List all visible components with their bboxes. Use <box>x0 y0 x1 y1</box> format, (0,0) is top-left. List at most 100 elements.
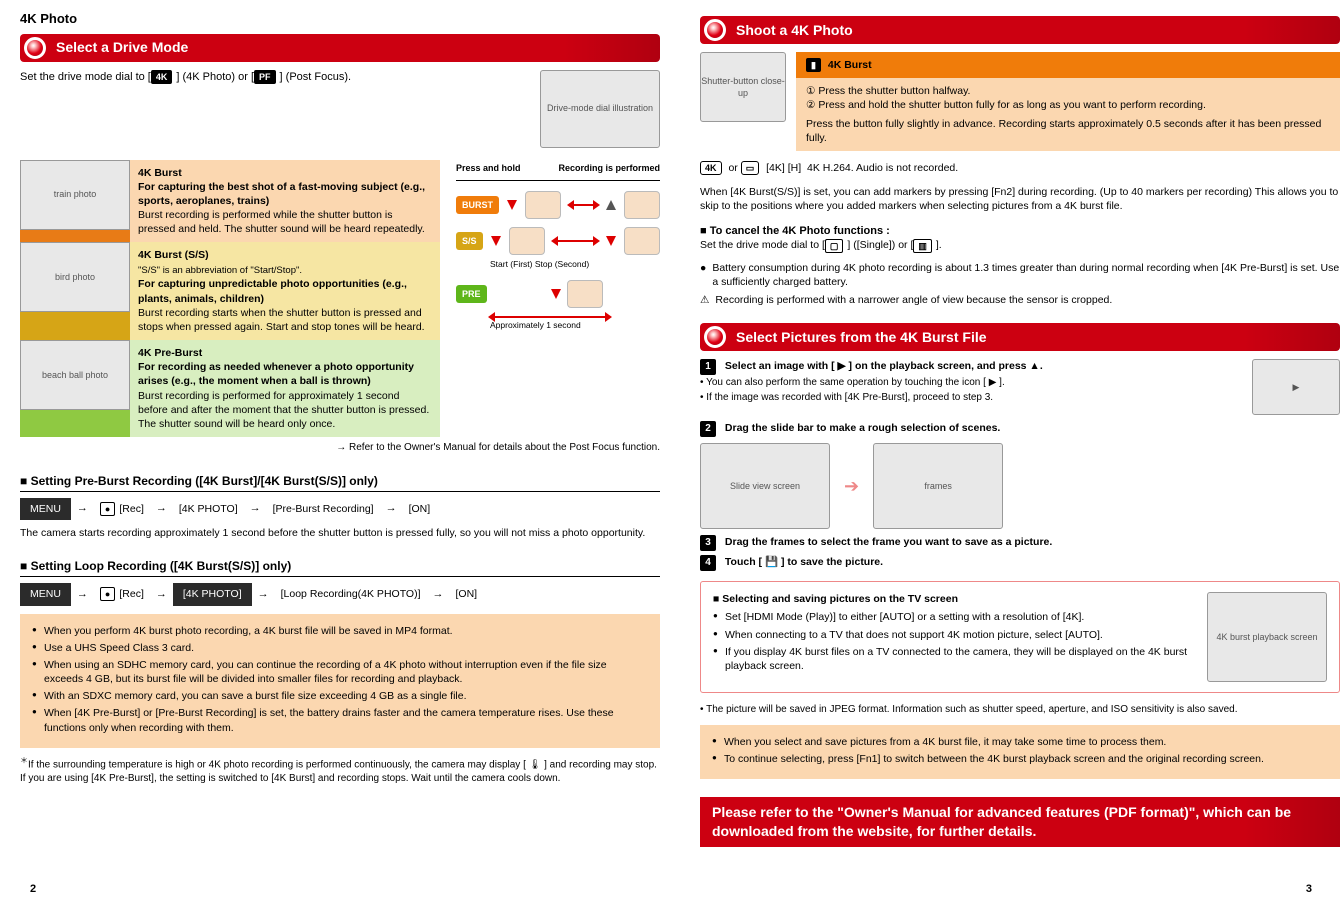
diagram-axis-right: Recording is performed <box>558 162 660 174</box>
burst-detail: Burst recording is performed while the s… <box>138 209 425 235</box>
note-item: When you perform 4K burst photo recordin… <box>32 624 648 638</box>
burst-chip-icon: ▮ <box>806 58 821 72</box>
burst-sample-image: train photo <box>20 160 130 230</box>
menu-on-label: [ON] <box>450 583 484 605</box>
chevron-right-icon: → <box>433 583 444 605</box>
select-step-2: 2 Drag the slide bar to make a rough sel… <box>700 421 1340 437</box>
select-step-1: 1 Select an image with [ ▶ ] on the play… <box>700 359 1240 404</box>
select-notes: When you select and save pictures from a… <box>700 725 1340 779</box>
battery-note: ●Battery consumption during 4K photo rec… <box>700 261 1340 289</box>
shoot-mode-label: 4K Burst <box>828 59 872 71</box>
preburst-setting-text: The camera starts recording approximatel… <box>20 526 660 540</box>
preburst-desc: For recording as needed whenever a photo… <box>138 361 414 387</box>
arrow-down-icon <box>491 236 501 246</box>
diagram-ss-caption: Start (First) Stop (Second) <box>490 259 660 270</box>
arrow-right-icon: ➔ <box>844 474 859 498</box>
preburst-title: 4K Pre-Burst <box>138 347 202 359</box>
burst-ss-desc: For capturing unpredictable photo opport… <box>138 278 407 304</box>
drive-mode-intro: Set the drive mode dial to [4K] (4K Phot… <box>20 70 528 85</box>
section-bullet-icon <box>704 326 726 348</box>
preburst-detail: Burst recording is performed for approxi… <box>138 390 429 430</box>
duration-bar <box>490 316 610 318</box>
preburst-setting-title: ■ Setting Pre-Burst Recording ([4K Burst… <box>20 473 660 492</box>
section-bullet-icon <box>704 19 726 41</box>
page-number: 3 <box>1306 882 1312 897</box>
diagram-tag-pre: PRE <box>456 285 487 303</box>
cancel-title: ■ To cancel the 4K Photo functions : <box>700 224 1340 239</box>
step-badge: 1 <box>700 359 716 375</box>
format-icons-line: 4K or ▭ [4K] [H] 4K H.264. Audio is not … <box>700 161 1340 175</box>
chevron-right-icon: → <box>77 583 88 605</box>
hand-release-icon <box>624 191 660 219</box>
chevron-right-icon: → <box>250 498 261 520</box>
diagram-tag-ss: S/S <box>456 232 483 250</box>
shoot-steps-table: ▮ 4K Burst ① Press the shutter button ha… <box>796 52 1340 151</box>
duration-bar <box>569 204 598 206</box>
manual-reference-bar: Please refer to the "Owner's Manual for … <box>700 797 1340 847</box>
section-bullet-icon <box>24 37 46 59</box>
drive-dial-illustration: Drive-mode dial illustration <box>540 70 660 148</box>
breadcrumb: 4K Photo <box>20 10 660 28</box>
note-item: Set [HDMI Mode (Play)] to either [AUTO] … <box>713 610 1195 624</box>
hand-press-icon <box>525 191 561 219</box>
chevron-right-icon: → <box>156 583 167 605</box>
step-badge: 4 <box>700 555 716 571</box>
tv-note-title: ■ Selecting and saving pictures on the T… <box>713 592 1195 606</box>
note-item: Use a UHS Speed Class 3 card. <box>32 641 648 655</box>
loop-setting-title: ■ Setting Loop Recording ([4K Burst(S/S)… <box>20 558 660 577</box>
slide-view-thumb[interactable]: Slide view screen <box>700 443 830 529</box>
postfocus-icon: PF <box>254 70 276 84</box>
shoot-step-item: ① Press the shutter button halfway. <box>806 84 1330 98</box>
playback-thumb: ▶ <box>1252 359 1340 415</box>
step-badge: 2 <box>700 421 716 437</box>
tv-note-box: ■ Selecting and saving pictures on the T… <box>700 581 1340 693</box>
marker-text: When [4K Burst(S/S)] is set, you can add… <box>700 185 1340 213</box>
chevron-right-icon: → <box>386 498 397 520</box>
menu-preburst-label: [Pre-Burst Recording] <box>267 498 380 520</box>
chevron-right-icon: → <box>77 498 88 520</box>
tv-playback-thumb: 4K burst playback screen <box>1207 592 1327 682</box>
burst-ss-detail: Burst recording starts when the shutter … <box>138 307 425 333</box>
note-item: When you select and save pictures from a… <box>712 735 1328 749</box>
menu-button[interactable]: MENU <box>20 498 71 520</box>
section-title: Select Pictures from the 4K Burst File <box>736 328 987 347</box>
page-number: 2 <box>30 882 36 897</box>
temperature-footnote: ＊If the surrounding temperature is high … <box>20 756 660 785</box>
burst-desc: For capturing the best shot of a fast-mo… <box>138 181 425 207</box>
arrow-up-icon <box>606 200 616 210</box>
diagram-tag-burst: BURST <box>456 196 499 214</box>
note-item: When connecting to a TV that does not su… <box>713 628 1195 642</box>
menu-on-label: [ON] <box>403 498 437 520</box>
arrow-down-icon <box>551 289 561 299</box>
burst-ss-subtitle: "S/S" is an abbreviation of "Start/Stop"… <box>138 265 302 276</box>
select-step-4: 4 Touch [ 💾 ] to save the picture. <box>700 555 1340 571</box>
diagram-axis-left: Press and hold <box>456 162 521 174</box>
duration-bar <box>553 240 598 242</box>
shoot-step-item: ② Press and hold the shutter button full… <box>806 98 1330 112</box>
hand-press-icon <box>624 227 660 255</box>
slide-view-thumb-2[interactable]: frames <box>873 443 1003 529</box>
rec-icon: ● <box>100 587 115 601</box>
diagram-pre-caption: Approximately 1 second <box>490 320 660 331</box>
select-step-3: 3 Drag the frames to select the frame yo… <box>700 535 1340 551</box>
section-header-shoot: Shoot a 4K Photo <box>700 16 1340 44</box>
note-item: If you display 4K burst files on a TV co… <box>713 645 1195 673</box>
burst-icon: ▥ <box>913 239 932 253</box>
jpeg-footnote: • The picture will be saved in JPEG form… <box>700 703 1340 717</box>
4k-tv-icon: 4K <box>700 161 722 175</box>
menu-button[interactable]: MENU <box>20 583 71 605</box>
note-item: When [4K Pre-Burst] or [Pre-Burst Record… <box>32 706 648 734</box>
postfocus-reference: → Refer to the Owner's Manual for detail… <box>20 441 660 455</box>
note-item: When using an SDHC memory card, you can … <box>32 658 648 686</box>
arrow-down-icon <box>507 200 517 210</box>
loop-menu-path: MENU → ●[Rec] → [4K PHOTO] → [Loop Recor… <box>20 583 660 605</box>
menu-rec-label: [Rec] <box>119 502 144 516</box>
shutter-timing-diagram: Press and hold Recording is performed BU… <box>456 160 660 332</box>
menu-4kphoto-label: [4K PHOTO] <box>173 498 244 520</box>
burst-ss-title: 4K Burst (S/S) <box>138 249 209 261</box>
cancel-text: Set the drive mode dial to [▢] ([Single]… <box>700 238 1340 252</box>
section-header-select: Select Pictures from the 4K Burst File <box>700 323 1340 351</box>
arrow-down-icon <box>606 236 616 246</box>
note-item: To continue selecting, press [Fn1] to sw… <box>712 752 1328 766</box>
4k-icon: 4K <box>151 70 173 84</box>
